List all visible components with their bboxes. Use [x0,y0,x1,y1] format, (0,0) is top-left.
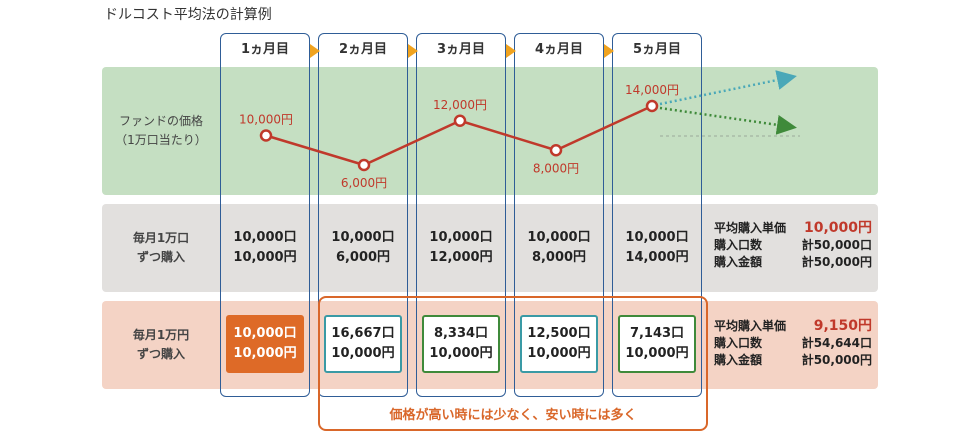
fixed-yen-summary: 平均購入単価 9,150円 購入口数 計54,644口 購入金額 計50,000円 [714,318,874,369]
units-value: 10,000口 [429,230,493,245]
amount-total: 計50,000円 [801,255,872,269]
cost-value: 6,000円 [335,250,391,265]
units-value: 10,000口 [625,230,689,245]
month-header-3: 3ヵ月目 [436,42,486,57]
arrow-right-icon [310,44,320,58]
fixed-units-label-line1: 毎月1万口 [132,231,190,245]
cost-value: 14,000円 [625,250,689,265]
month-column-3 [416,33,506,397]
cost-value: 10,000円 [429,346,493,361]
month-header-5: 5ヵ月目 [632,42,682,57]
arrow-right-icon [408,44,418,58]
fixed-yen-cell: 10,000口 10,000円 [226,315,304,373]
fixed-yen-cell: 7,143口 10,000円 [618,315,696,373]
amount-label: 購入金額 [714,255,763,269]
units-total: 計50,000口 [801,238,872,252]
cost-value: 8,000円 [531,250,587,265]
price-label-line2: （1万口当たり） [115,133,207,147]
cost-value: 10,000円 [331,346,395,361]
price-point [357,158,371,172]
avg-price-value: 9,150円 [813,318,872,334]
fixed-yen-cell: 8,334口 10,000円 [422,315,500,373]
fixed-units-cell: 10,000口 6,000円 [318,228,408,268]
units-label: 購入口数 [714,336,763,350]
month-header-2: 2ヵ月目 [338,42,388,57]
units-value: 8,334口 [433,326,489,341]
avg-price-value: 10,000円 [803,220,872,236]
price-point [453,114,467,127]
page-title: ドルコスト平均法の計算例 [104,7,272,23]
arrow-right-icon [506,44,516,58]
fixed-yen-label-line1: 毎月1万円 [132,328,190,342]
highlight-caption: 価格が高い時には少なく、安い時には多く [389,408,637,423]
units-value: 10,000口 [331,230,395,245]
fixed-units-cell: 10,000口 14,000円 [612,228,702,268]
units-value: 10,000口 [527,230,591,245]
price-data-label: 14,000円 [625,83,679,97]
units-value: 10,000口 [233,326,297,341]
month-column-4 [514,33,604,397]
fixed-units-row-label: 毎月1万口 ずつ購入 [102,229,220,267]
price-point [645,99,659,113]
units-value: 7,143口 [629,326,685,341]
amount-total: 計50,000円 [801,353,872,367]
fixed-units-cell: 10,000口 8,000円 [514,228,604,268]
price-data-label: 8,000円 [533,161,579,175]
cost-value: 10,000円 [527,346,591,361]
fixed-units-cell: 10,000口 12,000円 [416,228,506,268]
month-column-2 [318,33,408,397]
price-data-label: 10,000円 [239,113,293,127]
trend-up-arrow [659,70,797,106]
price-label-line1: ファンドの価格 [118,114,203,128]
avg-price-label: 平均購入単価 [714,319,787,333]
price-data-label: 6,000円 [341,176,387,190]
fixed-yen-label-line2: ずつ購入 [136,347,185,361]
month-column-5 [612,33,702,397]
units-value: 12,500口 [527,326,591,341]
fixed-yen-row-label: 毎月1万円 ずつ購入 [102,326,220,364]
avg-price-label: 平均購入単価 [714,221,787,235]
trend-down-arrow [659,106,797,135]
highlight-frame [318,296,708,431]
cost-value: 12,000円 [429,250,493,265]
month-column-1 [220,33,310,397]
month-header-4: 4ヵ月目 [534,42,584,57]
units-value: 16,667口 [331,326,395,341]
amount-label: 購入金額 [714,353,763,367]
price-point [549,144,563,157]
fixed-yen-cell: 16,667口 10,000円 [324,315,402,373]
price-point [259,129,273,142]
cost-value: 10,000円 [233,250,297,265]
units-value: 10,000口 [233,230,297,245]
price-data-label: 12,000円 [433,98,487,112]
cost-value: 10,000円 [233,346,297,361]
price-row-label: ファンドの価格 （1万口当たり） [102,112,220,150]
fixed-units-summary: 平均購入単価 10,000円 購入口数 計50,000口 購入金額 計50,000円 [714,220,874,271]
month-header-1: 1ヵ月目 [240,42,290,57]
fixed-yen-cell: 12,500口 10,000円 [520,315,598,373]
units-total: 計54,644口 [801,336,872,350]
fixed-units-label-line2: ずつ購入 [136,250,185,264]
cost-value: 10,000円 [625,346,689,361]
fixed-units-band [102,204,878,292]
fixed-units-cell: 10,000口 10,000円 [220,228,310,268]
arrow-right-icon [604,44,614,58]
units-label: 購入口数 [714,238,763,252]
